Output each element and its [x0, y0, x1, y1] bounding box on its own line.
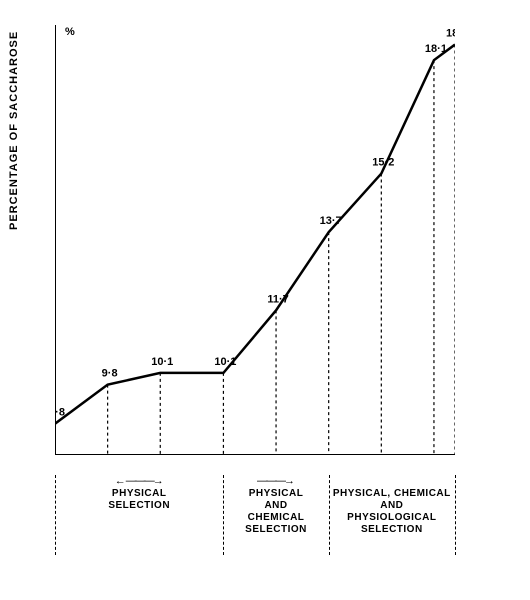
era-arrow-row	[329, 475, 455, 488]
y-unit-label: %	[65, 26, 75, 38]
point-label: 11·7	[267, 293, 288, 305]
point-label: 18·5	[446, 28, 455, 40]
era-label-line: PHYSIOLOGICAL SELECTION	[329, 512, 455, 536]
era-label-line: AND	[329, 500, 455, 512]
point-label: 18·1	[425, 43, 447, 55]
era-label-line: PHYSICAL	[55, 488, 223, 500]
era-label-line: SELECTION	[223, 524, 328, 536]
era-arrow-row: ←———→	[55, 475, 223, 488]
era-label-line: SELECTION	[55, 500, 223, 512]
era-label-line: AND	[223, 500, 328, 512]
era-annotation: ———→PHYSICALANDCHEMICALSELECTION	[223, 475, 328, 536]
y-axis-label: PERCENTAGE OF SACCHAROSE	[8, 31, 20, 230]
chart-plot: 89101112131415161718%1836184618561868187…	[55, 25, 455, 455]
era-annotation: ←———→PHYSICALSELECTION	[55, 475, 223, 512]
era-annotation: PHYSICAL, CHEMICALANDPHYSIOLOGICAL SELEC…	[329, 475, 455, 536]
point-label: 9·8	[102, 368, 118, 380]
point-label: 15·2	[372, 157, 394, 169]
point-label: 10·1	[151, 356, 173, 368]
point-label: 10·1	[214, 356, 236, 368]
point-label: 8·8	[55, 407, 65, 419]
era-label-line: PHYSICAL	[223, 488, 328, 500]
point-label: 13·7	[320, 215, 342, 227]
era-boundary-line	[455, 475, 456, 555]
era-arrow-row: ———→	[223, 475, 328, 488]
era-label-line: PHYSICAL, CHEMICAL	[329, 488, 455, 500]
era-label-line: CHEMICAL	[223, 512, 328, 524]
